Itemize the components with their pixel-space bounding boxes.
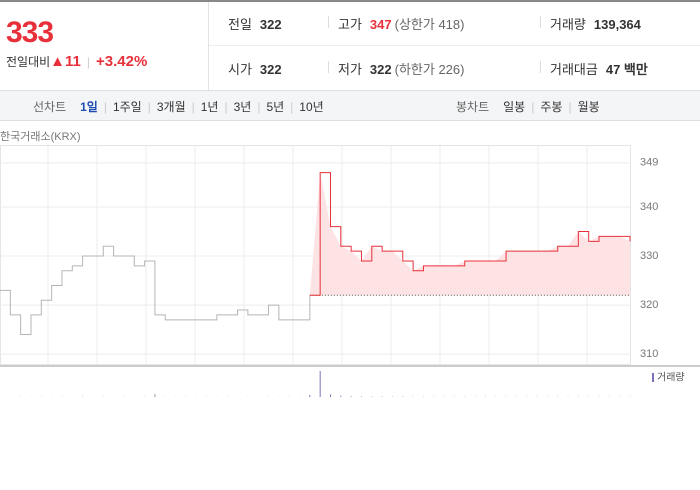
stat: 전일 322 — [228, 14, 282, 33]
candle-tabs: 봉차트 일봉 | 주봉 | 월봉 — [456, 98, 600, 115]
top-border — [0, 0, 700, 2]
y-tick-label: 340 — [640, 201, 658, 213]
stat-label: 시가 — [228, 62, 252, 77]
divider — [328, 16, 329, 28]
tab-separator: | — [290, 100, 294, 114]
price-line — [0, 245, 311, 336]
tab[interactable]: 일봉 — [503, 100, 526, 114]
y-tick-label: 310 — [640, 348, 658, 360]
stat: 거래량 139,364 — [550, 14, 641, 33]
source: 한국거래소(KRX) — [0, 130, 81, 143]
stat-note: (상한가 418) — [394, 17, 465, 32]
legend-swatch — [652, 373, 654, 382]
change-value: 11 — [65, 53, 81, 70]
tab[interactable]: 1주일 — [112, 100, 142, 114]
stat-label: 거래대금 — [550, 62, 598, 77]
tab-group-label: 봉차트 — [456, 100, 490, 114]
stat-value: 322 — [369, 62, 392, 77]
tab-group-label: 선차트 — [33, 100, 67, 114]
volume-bar — [340, 395, 342, 397]
tab[interactable]: 월봉 — [577, 100, 600, 114]
tab[interactable]: 10년 — [299, 100, 324, 114]
tab[interactable]: 1년 — [200, 100, 219, 114]
line-tabs: 선차트 1일 | 1주일 | 3개월 | 1년 | 3년 | 5년 | 10년 — [33, 98, 324, 115]
stat: 거래대금 47 백만 — [550, 59, 648, 78]
tab[interactable]: 3개월 — [156, 100, 186, 114]
tab[interactable]: 주봉 — [540, 100, 563, 114]
tab[interactable]: 1일 — [80, 100, 98, 114]
divider — [540, 61, 541, 73]
tab-separator: | — [257, 100, 261, 114]
volume-bar — [319, 371, 321, 397]
stat-label: 저가 — [338, 62, 362, 77]
tab[interactable]: 3년 — [233, 100, 252, 114]
price-line — [309, 172, 631, 296]
volume-bar — [360, 396, 362, 397]
area-fill — [309, 172, 630, 296]
tab-separator: | — [531, 100, 535, 114]
divider — [208, 2, 209, 90]
stat: 시가 322 — [228, 59, 282, 78]
price: 333 — [6, 16, 54, 49]
change: 전일대비▲11 | +3.42% — [6, 53, 148, 70]
stat-value: 139,364 — [593, 17, 641, 32]
volume-bar — [309, 394, 311, 397]
up-arrow: ▲ — [50, 53, 66, 70]
change-pct: +3.42% — [96, 53, 148, 70]
divider — [540, 16, 541, 28]
tab-separator: | — [191, 100, 195, 114]
stat-value: 47 백만 — [605, 62, 648, 77]
legend-label: 거래량 — [657, 372, 685, 384]
stat-note: (하한가 226) — [394, 62, 465, 77]
stat-label: 전일 — [228, 17, 252, 32]
volume-bar — [154, 393, 156, 397]
y-tick-label: 349 — [640, 157, 658, 169]
divider — [328, 61, 329, 73]
tab[interactable]: 5년 — [266, 100, 285, 114]
tab-separator: | — [147, 100, 151, 114]
tab-separator: | — [224, 100, 228, 114]
stat-value: 322 — [259, 62, 282, 77]
y-tick-label: 330 — [640, 250, 658, 262]
stat-label: 고가 — [338, 17, 362, 32]
y-tick-label: 320 — [640, 299, 658, 311]
tab-separator: | — [568, 100, 572, 114]
tab-bar: 선차트 1일 | 1주일 | 3개월 | 1년 | 3년 | 5년 | 10년 봉차트 일봉 | 주봉 | 월봉 — [0, 90, 700, 121]
volume-bar — [350, 396, 352, 397]
chart: 한국거래소(KRX) 310 320 330 340 349 거래량 — [0, 130, 700, 397]
plot-frame — [0, 145, 631, 365]
volume-bar — [329, 394, 331, 397]
stat-label: 거래량 — [550, 17, 586, 32]
stat-value: 347 — [369, 17, 392, 32]
stat: 고가 347 (상한가 418) — [338, 14, 464, 33]
stat-value: 322 — [259, 17, 282, 32]
stat: 저가 322 (하한가 226) — [338, 59, 464, 78]
change-label: 전일대비 — [6, 55, 51, 69]
tab-separator: | — [103, 100, 107, 114]
